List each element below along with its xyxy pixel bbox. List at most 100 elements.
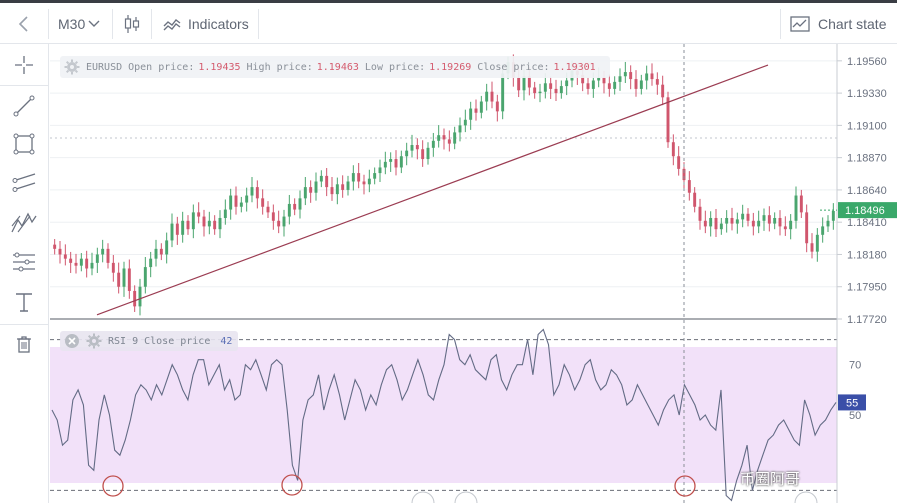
candle-body [639,80,643,89]
close-indicator-icon[interactable] [64,333,80,349]
indicators-icon [163,18,181,30]
settings-gear-icon[interactable] [64,59,80,75]
current-price-label: 1.18496 [845,205,885,217]
candle-body [405,150,409,157]
candle-body [634,79,638,89]
parallel-channel-tool[interactable] [8,166,40,198]
candle-body [234,195,238,207]
candle-body [53,244,57,249]
candle-body [197,212,201,217]
candle-body [191,212,195,230]
candle-body [207,220,211,227]
crosshair-tool[interactable] [8,49,40,81]
legend-open-value: 1.19435 [198,61,241,73]
text-tool[interactable] [8,286,40,318]
legend-close-value: 1.19301 [553,61,596,73]
candle-body [159,248,163,255]
candle-body [149,258,153,268]
candle-body [90,262,94,269]
candle-body [661,84,665,98]
oversold-highlight-circle [281,474,303,496]
candle-body [805,212,809,244]
rsi-tick-label: 70 [849,360,861,372]
candle-body [730,217,734,224]
watermark-text: 币圈阿哥 [740,471,801,488]
indicators-button[interactable]: Indicators [163,3,249,44]
candle-body [607,83,611,89]
candle-body [101,248,105,255]
candle-body [495,101,499,112]
price-tick-label: 1.19330 [847,88,887,100]
candle-body [687,180,691,193]
candle-body [426,147,430,160]
candle-body [613,81,617,89]
rsi-line [51,328,837,502]
candle-body [223,209,227,218]
back-button[interactable] [0,3,48,44]
current-price-badge [838,202,897,219]
price-tick-label: 1.19100 [847,120,887,132]
candle-body [549,83,553,89]
legend-low-label: Low price: [364,61,426,73]
candle-body [74,262,78,266]
fibonacci-tool[interactable] [8,206,40,238]
candle-body [330,187,334,195]
price-legend: EURUSD Open price: 1.19435 High price: 1… [60,56,610,78]
candle-body [479,101,483,113]
fibonacci-icon [11,212,37,233]
candle-body [250,187,254,196]
candle-body [111,262,115,273]
candle-body [538,91,542,94]
candle-body [794,195,798,221]
candle-body [490,91,494,102]
candle-body [821,226,825,235]
candle-body [154,248,158,259]
crosshair-icon [15,56,33,74]
candle-body [831,210,835,221]
chart-state-icon [790,15,810,32]
candle-body [239,202,243,207]
candle-body [117,272,121,287]
candle-body [527,76,531,88]
candle-body [789,220,793,230]
candle-body [298,198,302,210]
candle-body [373,173,377,179]
chart-state-button[interactable]: Chart state [790,3,886,44]
candle-body [282,216,286,227]
candle-body [277,220,281,227]
candle-body [229,195,233,210]
pitchfork-tool[interactable] [8,246,40,278]
candle-body [559,86,563,94]
trend-line [96,64,769,316]
candle-body [95,254,99,263]
candle-body [399,156,403,168]
candle-type-button[interactable] [124,3,140,44]
candle-body [773,217,777,224]
candle-body [458,125,462,133]
candle-body [682,168,686,181]
candle-body [213,220,217,230]
candle-body [677,156,681,169]
candle-body [261,198,265,207]
candle-body [746,213,750,221]
price-tick-label: 1.18180 [847,249,887,261]
rsi-current-badge [838,394,866,411]
candle-body [287,203,291,217]
candle-body [778,217,782,227]
rectangle-tool[interactable] [8,128,40,160]
candle-body [362,181,366,185]
indicators-label: Indicators [188,15,249,32]
legend-low-value: 1.19269 [429,61,472,73]
candle-body [85,258,89,269]
trend-line-tool[interactable] [8,90,40,122]
candle-body [554,88,558,94]
candle-body [431,140,435,148]
delete-drawings-button[interactable] [8,328,40,360]
candle-body [271,212,275,221]
rsi-legend-title: RSI 9 Close price [108,335,211,347]
settings-gear-icon[interactable] [86,333,102,349]
candle-body [138,286,142,307]
candle-body [725,217,729,224]
timeframe-selector[interactable]: M30 [58,3,100,44]
